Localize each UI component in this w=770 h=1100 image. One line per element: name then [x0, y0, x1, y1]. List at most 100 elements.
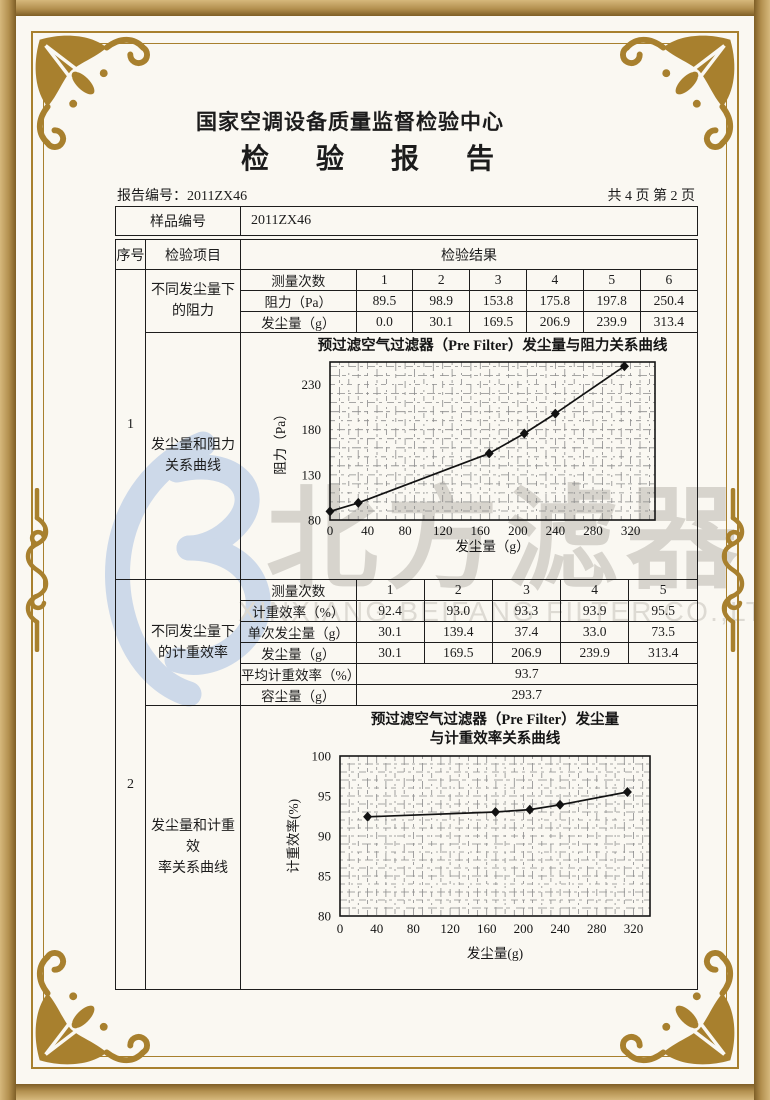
row-label: 平均计重效率（%）: [240, 663, 360, 685]
svg-text:与计重效率关系曲线: 与计重效率关系曲线: [430, 729, 561, 747]
svg-text:240: 240: [546, 523, 566, 538]
cell: 153.8: [469, 290, 527, 312]
efficiency-row: 计重效率（%） 92.4 93.0 93.3 93.9 95.5: [240, 600, 698, 622]
row-label: 单次发尘量（g）: [240, 621, 357, 643]
svg-text:280: 280: [583, 523, 603, 538]
item-efficiency: 不同发尘量下 的计重效率: [145, 579, 241, 706]
svg-text:预过滤空气过滤器（Pre Filter）发尘量与阻力关系曲线: 预过滤空气过滤器（Pre Filter）发尘量与阻力关系曲线: [318, 336, 668, 354]
svg-text:160: 160: [471, 523, 491, 538]
sample-value: 2011ZX46: [240, 206, 698, 236]
svg-text:40: 40: [370, 921, 383, 936]
svg-text:40: 40: [361, 523, 374, 538]
results-table: 序号 检验项目 检验结果 1 不同发尘量下 的阻力 测量次数 1 2 3: [115, 239, 698, 990]
cell: 95.5: [628, 600, 698, 622]
svg-text:160: 160: [477, 921, 497, 936]
row-label: 发尘量（g）: [240, 311, 357, 333]
svg-text:0: 0: [337, 921, 344, 936]
corner-ornament-icon: [35, 35, 150, 150]
svg-text:95: 95: [318, 789, 331, 804]
seq-1: 1: [115, 269, 146, 580]
cell: 239.9: [582, 311, 641, 333]
svg-text:发尘量（g）: 发尘量（g）: [455, 539, 529, 554]
border-band-right: [754, 0, 770, 1100]
svg-text:80: 80: [407, 921, 420, 936]
row-label: 计重效率（%）: [240, 600, 357, 622]
dust-amount-row: 发尘量（g） 0.0 30.1 169.5 206.9 239.9 313.4: [240, 311, 698, 333]
row-label: 测量次数: [240, 269, 357, 291]
results-header-row: 序号 检验项目 检验结果: [115, 239, 698, 270]
section2-chart-row: 发尘量和计重效 率关系曲线 预过滤空气过滤器（Pre Filter）发尘量 与计重…: [116, 705, 698, 990]
item-efficiency-curve: 发尘量和计重效 率关系曲线: [145, 705, 241, 990]
row-label: 阻力（Pa）: [240, 290, 357, 312]
measure-count-row: 测量次数 1 2 3 4 5: [240, 579, 698, 601]
cell: 197.8: [582, 290, 641, 312]
svg-text:90: 90: [318, 829, 331, 844]
item-resistance-curve: 发尘量和阻力 关系曲线: [145, 332, 241, 580]
col-result: 检验结果: [240, 239, 698, 270]
svg-text:320: 320: [621, 523, 641, 538]
sample-label: 样品编号: [115, 206, 241, 236]
svg-text:120: 120: [433, 523, 453, 538]
efficiency-chart: 预过滤空气过滤器（Pre Filter）发尘量 与计重效率关系曲线 0 40 80 120…: [241, 706, 696, 989]
cell: 313.4: [639, 311, 698, 333]
row-label: 容尘量（g）: [240, 684, 357, 706]
svg-text:200: 200: [514, 921, 534, 936]
page-indicator: 共 4 页 第 2 页: [607, 189, 696, 204]
efficiency-data-table: 测量次数 1 2 3 4 5 计重效率（%） 92.4 93.0 93.3: [240, 579, 698, 706]
dust-capacity-value: 293.7: [355, 684, 698, 706]
scroll-ornament-icon: [25, 488, 49, 652]
scroll-ornament-icon: [721, 488, 745, 652]
cell: 98.9: [412, 290, 471, 312]
cell: 169.5: [423, 642, 493, 664]
section1-chart-row: 发尘量和阻力 关系曲线 预过滤空气过滤器（Pre Filter）发尘量与阻力关系…: [116, 332, 698, 580]
cell: 206.9: [525, 311, 584, 333]
corner-ornament-icon: [35, 950, 150, 1065]
svg-text:230: 230: [302, 377, 322, 392]
cell: 33.0: [560, 621, 630, 643]
svg-text:280: 280: [587, 921, 607, 936]
svg-text:80: 80: [399, 523, 412, 538]
svg-text:80: 80: [308, 513, 321, 528]
report-body: 样品编号 2011ZX46 序号 检验项目 检验结果 1 不同发尘量下 的阻力: [115, 206, 698, 990]
report-title: 检 验 报 告: [240, 144, 514, 175]
border-band-left: [0, 0, 16, 1100]
svg-text:预过滤空气过滤器（Pre Filter）发尘量: 预过滤空气过滤器（Pre Filter）发尘量: [371, 710, 620, 728]
cell: 37.4: [491, 621, 562, 643]
resistance-chart: 预过滤空气过滤器（Pre Filter）发尘量与阻力关系曲线 0 40 80 120 16…: [241, 333, 696, 579]
cell: 89.5: [355, 290, 414, 312]
svg-text:计重效率(%): 计重效率(%): [285, 799, 301, 873]
avg-efficiency-row: 平均计重效率（%） 93.7: [240, 663, 698, 685]
svg-text:180: 180: [302, 422, 322, 437]
svg-text:200: 200: [508, 523, 528, 538]
svg-text:80: 80: [318, 909, 331, 924]
report-meta: 报告编号：2011ZX46 共 4 页 第 2 页: [117, 185, 695, 205]
dust-capacity-row: 容尘量（g） 293.7: [240, 684, 698, 706]
cell: 175.8: [525, 290, 584, 312]
border-band-bottom: [0, 1084, 770, 1100]
cell: 239.9: [560, 642, 630, 664]
gold-frame-inner: [43, 43, 727, 1057]
svg-text:130: 130: [302, 467, 322, 482]
section2-data-row: 2 不同发尘量下 的计重效率 测量次数 1 2 3 4 5: [115, 579, 698, 990]
cell: 250.4: [639, 290, 698, 312]
resistance-row: 阻力（Pa） 89.5 98.9 153.8 175.8 197.8 250.4: [240, 290, 698, 312]
svg-text:0: 0: [327, 523, 334, 538]
report-number: 报告编号：2011ZX46: [117, 189, 248, 204]
avg-efficiency-value: 93.7: [355, 663, 698, 685]
svg-text:阻力（Pa）: 阻力（Pa）: [273, 407, 288, 475]
svg-text:240: 240: [550, 921, 570, 936]
cell: 30.1: [412, 311, 471, 333]
item-resistance: 不同发尘量下 的阻力: [145, 269, 241, 333]
cell: 92.4: [355, 600, 425, 622]
org-title: 国家空调设备质量监督检验中心: [196, 110, 504, 134]
section1-data-row: 1 不同发尘量下 的阻力 测量次数 1 2 3 4 5 6: [115, 269, 698, 580]
single-dust-row: 单次发尘量（g） 30.1 139.4 37.4 33.0 73.5: [240, 621, 698, 643]
svg-text:100: 100: [312, 749, 332, 764]
svg-text:85: 85: [318, 869, 331, 884]
svg-text:120: 120: [440, 921, 460, 936]
sample-table: 样品编号 2011ZX46: [115, 206, 698, 236]
svg-text:发尘量(g): 发尘量(g): [467, 946, 523, 961]
seq-2: 2: [115, 579, 146, 990]
border-band-top: [0, 0, 770, 16]
